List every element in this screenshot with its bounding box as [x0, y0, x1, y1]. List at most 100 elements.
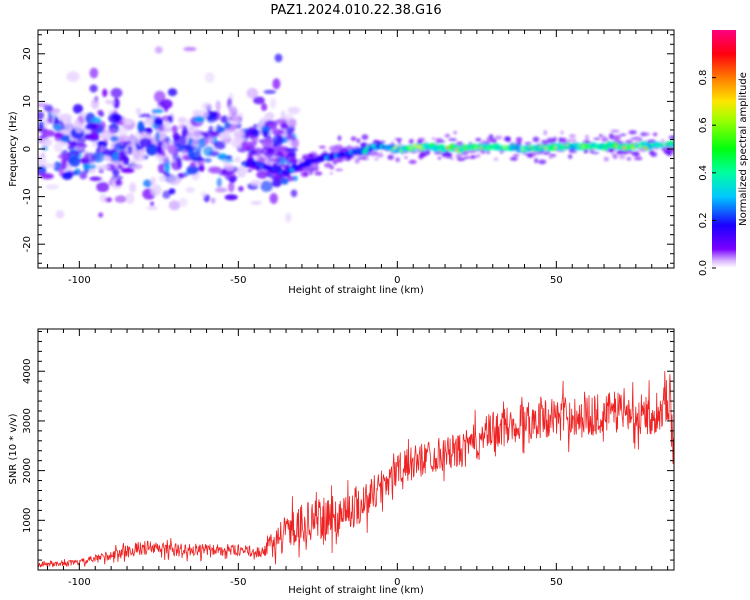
snr-ticks: -100 -50 0 50 1000 2000 3000 4000 [22, 329, 674, 588]
colorbar-ticks: 0.0 0.2 0.4 0.6 0.8 [698, 70, 716, 276]
spectral-blob [67, 144, 76, 150]
spectral-blob [228, 104, 238, 114]
spectral-blob [213, 140, 226, 150]
spectral-blob [98, 112, 105, 117]
spectral-blob [45, 184, 59, 190]
spectral-blob [74, 146, 85, 151]
spectral-blob [137, 121, 145, 133]
spectral-blob [89, 84, 98, 93]
spectral-blob [236, 166, 247, 178]
spectral-blob [127, 145, 133, 155]
spectral-blob [560, 130, 564, 135]
spectral-blob [157, 163, 165, 174]
spectral-blob [350, 136, 357, 141]
spectral-blob [331, 149, 336, 152]
spectral-blob [72, 104, 84, 114]
spectral-blob [180, 148, 188, 157]
y-tick-label: 4000 [22, 359, 33, 384]
spectral-blob [70, 140, 78, 146]
spectral-blob [378, 151, 383, 157]
spectral-blob [309, 172, 313, 175]
spectral-blob [582, 140, 591, 144]
spectral-blob [66, 71, 80, 82]
spectral-blob [162, 140, 167, 151]
spectral-blob [61, 171, 73, 180]
spectral-blob [546, 137, 556, 144]
spectral-blob [130, 163, 143, 170]
spectral-blob [251, 128, 261, 137]
spectral-blob [613, 134, 622, 140]
spectral-blob [254, 153, 262, 157]
spectral-blob [250, 200, 262, 205]
spectral-blob [96, 141, 108, 146]
spectral-blob [38, 155, 47, 166]
spectral-blob [271, 178, 282, 188]
spectral-blob [626, 157, 632, 161]
colorbar-tick-label: 0.6 [698, 117, 709, 133]
spectral-blob [661, 139, 665, 143]
spectral-blob [114, 195, 127, 203]
spectral-blob [223, 171, 236, 180]
spectral-blob [112, 114, 123, 121]
spectral-blob [158, 175, 168, 182]
spectral-blob [139, 137, 152, 148]
spectral-blob [101, 149, 116, 157]
spectral-blob [250, 180, 262, 186]
spectral-blob [215, 124, 222, 135]
spectral-blob [568, 134, 576, 139]
spectral-blob [280, 110, 286, 121]
spectral-blob [494, 135, 503, 140]
spectral-blob [314, 171, 323, 176]
spectral-blob [51, 111, 60, 117]
spectral-blob [653, 132, 658, 137]
spectral-blob [129, 182, 137, 193]
spectral-blob [154, 46, 163, 54]
spectral-blob [408, 138, 414, 145]
spectral-blob [538, 159, 547, 165]
spectral-blob [488, 134, 494, 139]
spectral-blob [528, 153, 533, 157]
spectral-blob [252, 140, 258, 146]
spectral-blob [214, 187, 228, 193]
spectral-blob [143, 179, 153, 188]
spectral-blob [431, 137, 436, 141]
spectral-blob [234, 156, 241, 163]
spectral-blob [89, 176, 102, 182]
spectral-blob [417, 139, 424, 143]
spectral-blob [644, 132, 651, 136]
x-tick-label: 50 [550, 577, 563, 588]
spectral-blob [155, 131, 160, 143]
spectral-blob [408, 159, 417, 164]
spectral-blob [195, 145, 202, 155]
spectral-blob [543, 130, 548, 136]
spectral-blob [224, 194, 238, 201]
spectral-blob [150, 201, 155, 207]
figure-title: PAZ1.2024.010.22.38.G16 [270, 3, 441, 18]
spectrogram-ylabel: Frequency (Hz) [8, 111, 19, 187]
spectral-blob [380, 140, 386, 144]
spectral-blob [548, 156, 554, 159]
spectral-blob [329, 172, 333, 175]
spectral-blob [206, 114, 217, 123]
spectral-blob [116, 164, 124, 170]
spectral-blob [125, 192, 135, 205]
spectral-blob [185, 187, 195, 193]
spectral-blob [503, 136, 511, 142]
spectral-blob [122, 156, 130, 166]
spectral-blob [57, 153, 70, 160]
spectral-blob [668, 135, 674, 140]
spectral-blob [177, 172, 188, 178]
spectral-blob [632, 136, 642, 141]
spectral-blob [567, 139, 574, 142]
spectral-blob [110, 87, 123, 98]
spectral-blob [287, 106, 301, 115]
spectral-blob [171, 125, 178, 134]
spectral-blob [356, 138, 361, 144]
spectral-blob [241, 140, 248, 151]
snr-ylabel: SNR (10 * v/v) [8, 413, 19, 484]
spectral-blob [648, 149, 654, 155]
spectral-blob [475, 137, 482, 142]
snr-panel: -100 -50 0 50 1000 2000 3000 4000 Height of str… [8, 328, 675, 596]
